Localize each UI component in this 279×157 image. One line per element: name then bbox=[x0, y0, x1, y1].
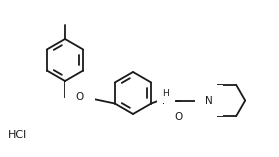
Text: O: O bbox=[76, 92, 84, 102]
Text: O: O bbox=[174, 113, 182, 122]
Text: HCl: HCl bbox=[8, 130, 27, 140]
Text: N: N bbox=[205, 95, 213, 106]
Text: H: H bbox=[162, 89, 169, 98]
Text: N: N bbox=[162, 95, 170, 106]
